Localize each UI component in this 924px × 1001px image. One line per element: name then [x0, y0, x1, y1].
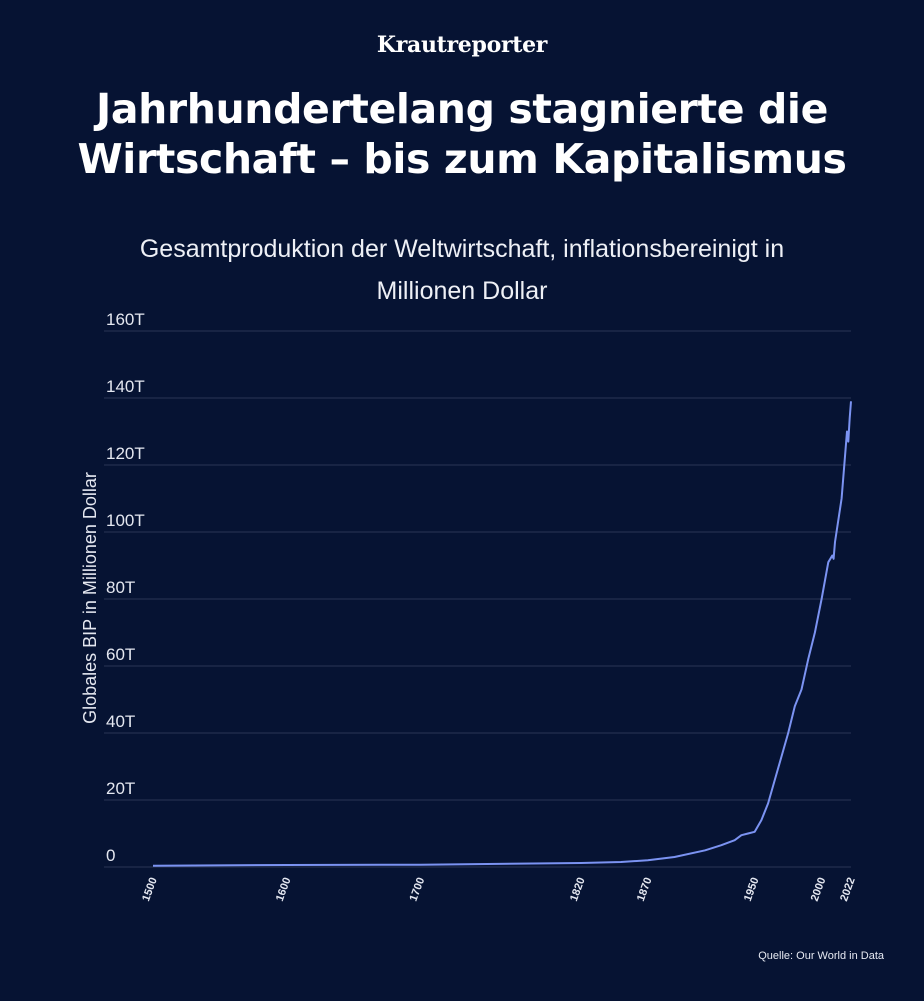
gdp-series-line — [152, 401, 852, 867]
brand-logo: Krautreporter — [376, 32, 548, 58]
page-title: Jahrhundertelang stagnierte die Wirtscha… — [40, 84, 884, 184]
x-tick-label: 1500 — [140, 876, 160, 903]
x-tick-label: 1950 — [742, 876, 762, 903]
x-tick-labels: 1500 1600 1700 1820 1870 1950 2000 2022 — [140, 876, 858, 903]
x-tick-label: 2000 — [809, 876, 829, 903]
title-line-2: Wirtschaft – bis zum Kapitalismus — [77, 135, 847, 183]
y-tick-label: 40T — [106, 712, 135, 731]
y-tick-label: 0 — [106, 846, 115, 865]
y-tick-label: 160T — [106, 310, 145, 329]
grid-layer — [104, 330, 851, 868]
y-tick-label: 100T — [106, 511, 145, 530]
y-tick-labels: 0 20T 40T 60T 80T 100T 120T 140T 160T — [106, 310, 145, 865]
x-tick-label: 1870 — [635, 876, 655, 903]
y-axis-label: Globales BIP in Millionen Dollar — [80, 472, 100, 724]
y-tick-label: 80T — [106, 578, 135, 597]
x-tick-label: 2022 — [838, 876, 858, 903]
x-tick-label: 1820 — [568, 876, 588, 903]
y-tick-label: 140T — [106, 377, 145, 396]
x-tick-label: 1600 — [274, 876, 294, 903]
chart-subtitle: Gesamtproduktion der Weltwirtschaft, inf… — [90, 228, 834, 312]
subtitle-line-1: Gesamtproduktion der Weltwirtschaft, inf… — [139, 235, 785, 263]
y-tick-label: 20T — [106, 779, 135, 798]
title-line-1: Jahrhundertelang stagnierte die — [96, 85, 828, 133]
y-tick-label: 60T — [106, 645, 135, 664]
subtitle-line-2: Millionen Dollar — [376, 277, 548, 305]
source-note: Quelle: Our World in Data — [758, 950, 884, 962]
y-tick-label: 120T — [106, 444, 145, 463]
x-tick-label: 1700 — [408, 876, 428, 903]
